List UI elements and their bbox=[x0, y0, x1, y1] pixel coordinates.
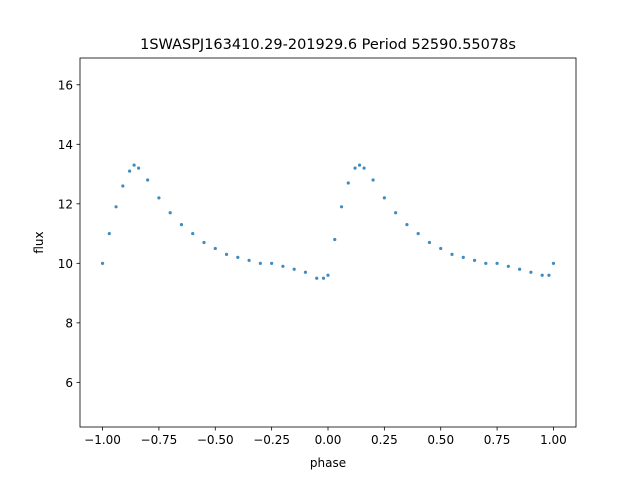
x-axis-label: phase bbox=[310, 456, 346, 470]
data-point bbox=[461, 255, 465, 259]
data-point bbox=[146, 178, 150, 182]
data-point bbox=[506, 264, 510, 268]
x-tick-label: −0.50 bbox=[197, 433, 234, 447]
data-point bbox=[394, 211, 398, 215]
data-point bbox=[179, 223, 184, 227]
data-point bbox=[371, 178, 375, 182]
data-point bbox=[168, 211, 172, 215]
x-tick-label: −0.25 bbox=[253, 433, 290, 447]
data-point bbox=[202, 240, 206, 245]
data-point bbox=[128, 169, 132, 173]
data-point bbox=[547, 273, 551, 277]
x-tick-label: 0.00 bbox=[315, 433, 342, 447]
data-point bbox=[529, 270, 533, 274]
data-point bbox=[362, 166, 366, 170]
data-point bbox=[484, 261, 488, 265]
data-point bbox=[353, 166, 357, 170]
x-axis-ticks: −1.00 −0.75 −0.50 −0.25 0.00 0.25 0.50 0.75 1.00 bbox=[84, 427, 567, 447]
x-tick-label: 0.75 bbox=[484, 433, 511, 447]
data-points bbox=[100, 163, 556, 280]
data-point bbox=[346, 181, 350, 185]
data-point bbox=[495, 261, 499, 265]
y-tick-label: 6 bbox=[65, 376, 73, 390]
data-point bbox=[339, 205, 344, 209]
data-point bbox=[333, 237, 337, 242]
data-point bbox=[518, 267, 522, 271]
data-point bbox=[315, 276, 319, 280]
data-point bbox=[224, 252, 229, 257]
x-tick-label: 0.25 bbox=[371, 433, 398, 447]
x-tick-label: 0.50 bbox=[427, 433, 454, 447]
data-point bbox=[157, 196, 161, 200]
data-point bbox=[472, 258, 477, 262]
data-point bbox=[191, 231, 195, 236]
data-point bbox=[416, 231, 420, 236]
y-tick-label: 10 bbox=[58, 257, 73, 271]
data-point bbox=[236, 255, 240, 259]
data-point bbox=[540, 273, 544, 277]
y-axis-ticks: 6 8 10 12 14 16 bbox=[58, 78, 80, 390]
x-tick-label: 1.00 bbox=[540, 433, 567, 447]
x-tick-label: −1.00 bbox=[84, 433, 121, 447]
data-point bbox=[405, 223, 409, 227]
data-point bbox=[137, 166, 141, 170]
data-point bbox=[357, 163, 362, 167]
data-point bbox=[551, 261, 556, 265]
data-point bbox=[303, 270, 308, 274]
chart-title: 1SWASPJ163410.29-201929.6 Period 52590.5… bbox=[140, 37, 516, 53]
data-point bbox=[258, 261, 262, 265]
data-point bbox=[213, 246, 217, 251]
data-point bbox=[321, 276, 326, 280]
data-point bbox=[270, 261, 274, 265]
y-axis-label: flux bbox=[32, 231, 46, 253]
data-point bbox=[382, 196, 386, 200]
data-point bbox=[107, 231, 111, 236]
y-tick-label: 12 bbox=[58, 197, 73, 211]
y-tick-label: 14 bbox=[58, 138, 73, 152]
data-point bbox=[247, 258, 251, 262]
data-point bbox=[326, 273, 330, 277]
data-point bbox=[114, 205, 118, 209]
data-point bbox=[132, 163, 136, 167]
y-tick-label: 16 bbox=[58, 78, 73, 92]
data-point bbox=[439, 246, 443, 251]
data-point bbox=[100, 261, 105, 265]
data-point bbox=[281, 264, 285, 268]
y-tick-label: 8 bbox=[65, 316, 73, 330]
data-point bbox=[121, 184, 125, 188]
data-point bbox=[292, 267, 296, 271]
data-point bbox=[450, 252, 454, 257]
data-point bbox=[427, 240, 432, 245]
x-tick-label: −0.75 bbox=[141, 433, 178, 447]
